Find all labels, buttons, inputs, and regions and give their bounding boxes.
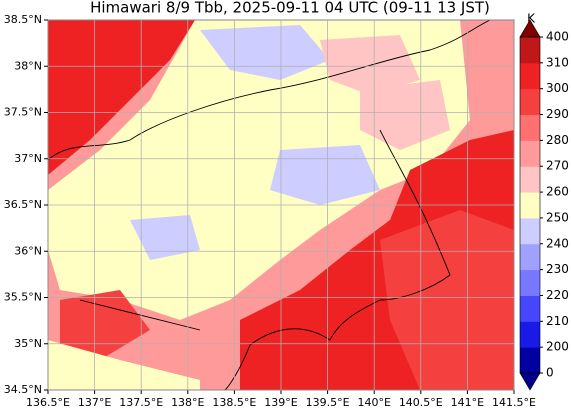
colorbar-tick-label: 270 <box>546 159 569 173</box>
colorbar-tick-label: 240 <box>546 236 569 250</box>
colorbar-segment <box>520 295 540 322</box>
colorbar-segment <box>520 269 540 296</box>
colorbar-tick-label: 280 <box>546 133 569 147</box>
colorbar-segment <box>520 37 540 64</box>
colorbar-segment <box>520 140 540 167</box>
colorbar-segment <box>520 217 540 245</box>
colorbar-under <box>519 372 541 391</box>
y-tick-label: 37°N <box>14 152 42 165</box>
x-tick-label: 138.5°E <box>212 396 256 409</box>
x-tick-label: 141.5°E <box>492 396 536 409</box>
x-tick-label: 136.5°E <box>26 396 70 409</box>
colorbar-tick-label: 290 <box>546 107 569 121</box>
y-tick-label: 35°N <box>14 337 42 350</box>
colorbar-unit: K <box>527 12 536 26</box>
x-tick-label: 139°E <box>264 396 297 409</box>
colorbar-segment <box>520 192 540 219</box>
colorbar-tick-label: 220 <box>546 288 569 302</box>
y-tick-label: 37.5°N <box>4 106 42 119</box>
colorbar-segment <box>520 114 540 141</box>
x-tick-label: 137°E <box>78 396 111 409</box>
colorbar-tick-label: 300 <box>546 81 569 95</box>
colorbar-segment <box>520 62 540 90</box>
y-tick-label: 36°N <box>14 244 42 257</box>
x-tick-label: 139.5°E <box>306 396 350 409</box>
colorbar-tick-label: 210 <box>546 314 569 328</box>
colorbar-tick-label: 400 <box>546 30 569 44</box>
colorbar-segment <box>520 166 540 193</box>
x-tick-label: 141°E <box>451 396 484 409</box>
x-tick-label: 140°E <box>357 396 390 409</box>
x-tick-label: 140.5°E <box>399 396 443 409</box>
x-tick-label: 138°E <box>171 396 204 409</box>
colorbar-segment <box>520 243 540 271</box>
colorbar-tick-label: 200 <box>546 340 569 354</box>
y-tick-label: 35.5°N <box>4 291 42 304</box>
colorbar-tick-label: 230 <box>546 262 569 276</box>
colorbar-segment <box>520 88 540 116</box>
colorbar-tick-label: 310 <box>546 55 569 69</box>
colorbar-tick-label: 260 <box>546 185 569 199</box>
y-tick-label: 38.5°N <box>4 13 42 26</box>
colorbar-tick-label: 0 <box>546 366 554 380</box>
colorbar-frame <box>519 36 541 374</box>
colorbar-over <box>519 19 541 38</box>
colorbar-tick-label: 250 <box>546 210 569 224</box>
y-tick-label: 34.5°N <box>4 383 42 396</box>
y-tick-label: 38°N <box>14 59 42 72</box>
y-tick-label: 36.5°N <box>4 198 42 211</box>
colorbar-segment <box>520 321 540 348</box>
title: Himawari 8/9 Tbb, 2025-09-11 04 UTC (09-… <box>90 0 490 17</box>
colorbar-segment <box>520 347 540 374</box>
x-tick-label: 137.5°E <box>119 396 163 409</box>
